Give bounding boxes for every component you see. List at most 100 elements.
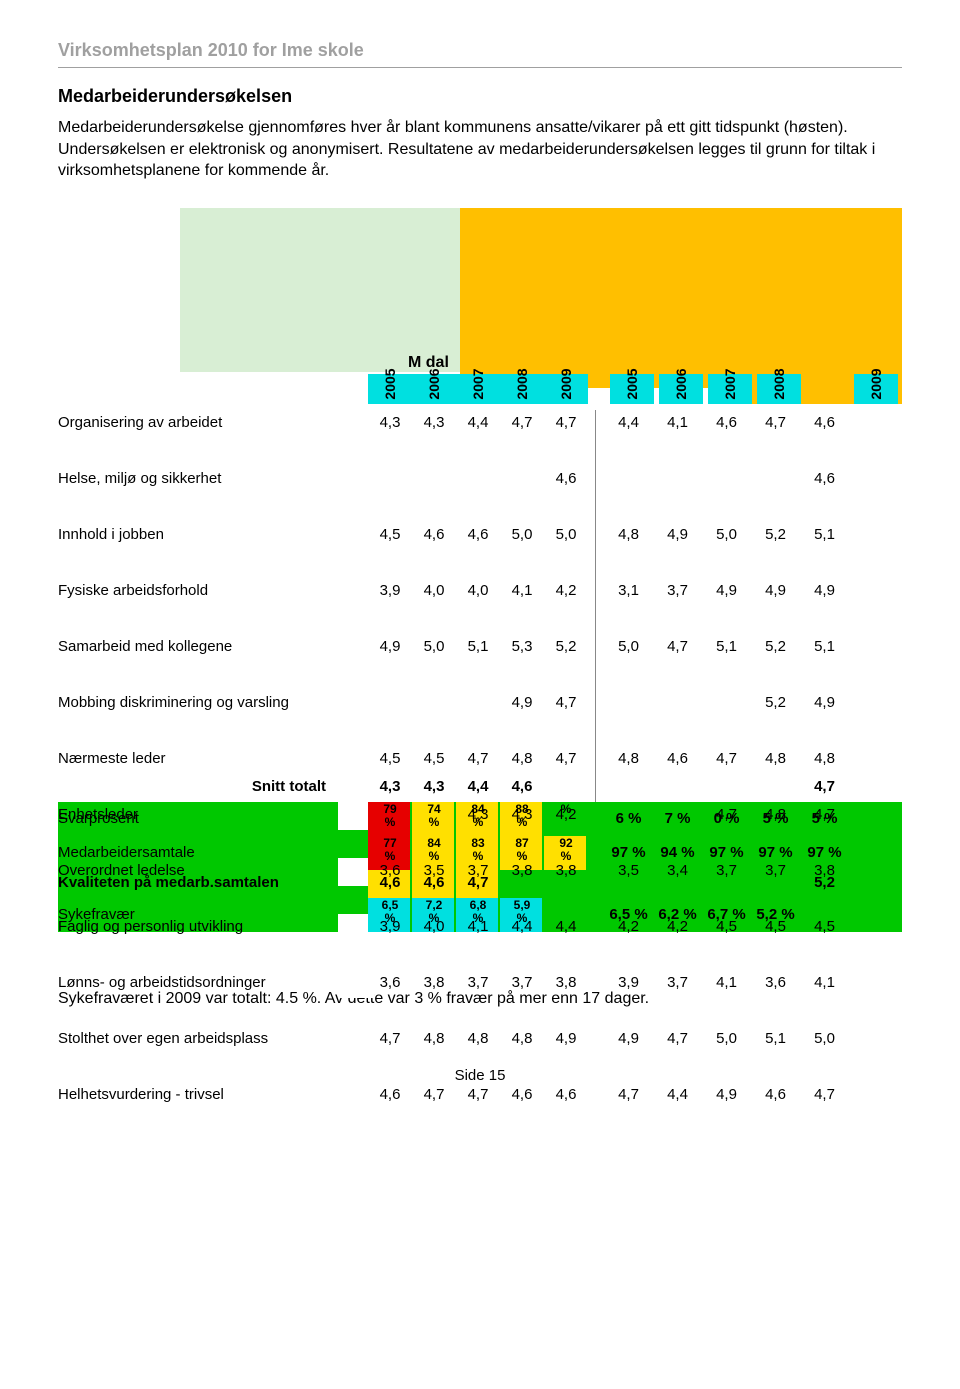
data-cell: 4,1 xyxy=(800,970,849,998)
row-label: Snitt totalt xyxy=(252,778,326,795)
data-cell xyxy=(604,774,653,802)
data-cell: 4,7 xyxy=(368,1026,412,1054)
year-header-label: 2005 xyxy=(624,362,640,406)
data-cell: 6,8% xyxy=(456,898,500,926)
data-cell xyxy=(604,870,653,898)
data-cell xyxy=(604,466,653,494)
data-cell: 4,6 xyxy=(702,410,751,438)
data-cell: 4,4 xyxy=(604,410,653,438)
data-cell: 4,6 xyxy=(653,746,702,774)
data-cell: 7,2% xyxy=(412,898,456,926)
data-cell: 6 % xyxy=(604,802,653,830)
data-cell: 4,6 xyxy=(456,522,500,550)
data-cell: 4,8 xyxy=(751,746,800,774)
data-cell: 4,4 xyxy=(456,410,500,438)
row-label: Lønns- og arbeidstidsordninger xyxy=(58,974,266,991)
data-cell: 5,2 % xyxy=(751,898,800,926)
data-cell: 4,7 xyxy=(544,690,588,718)
year-header-label: 2007 xyxy=(722,362,738,406)
data-cell: 5,1 xyxy=(800,634,849,662)
data-cell: % xyxy=(544,802,588,830)
data-cell xyxy=(500,466,544,494)
data-cell: 5,1 xyxy=(751,1026,800,1054)
row-label: Helse, miljø og sikkerhet xyxy=(58,470,221,487)
row-label: Innhold i jobben xyxy=(58,526,164,543)
data-cell: 4,6 xyxy=(368,870,412,898)
data-cell: 5,1 xyxy=(456,634,500,662)
data-cell xyxy=(412,466,456,494)
data-cell xyxy=(702,466,751,494)
table-row: Samarbeid med kollegene4,95,05,15,35,25,… xyxy=(58,634,902,662)
row-label: Nærmeste leder xyxy=(58,750,166,767)
data-cell xyxy=(368,690,412,718)
data-cell: 5 % xyxy=(800,802,849,830)
data-cell: 4,3 xyxy=(412,410,456,438)
row-label: Medarbeidersamtale xyxy=(58,844,195,861)
table-row: Helse, miljø og sikkerhet4,64,6 xyxy=(58,466,902,494)
data-cell: 87% xyxy=(500,836,544,864)
data-cell: 4,8 xyxy=(500,1026,544,1054)
data-cell: 4,6 xyxy=(368,1082,412,1110)
year-header-label: 2008 xyxy=(514,362,530,406)
data-cell: 4,6 xyxy=(412,522,456,550)
data-cell: 3,7 xyxy=(653,970,702,998)
data-cell xyxy=(702,870,751,898)
data-cell xyxy=(544,870,588,898)
data-cell: 4,8 xyxy=(456,1026,500,1054)
data-cell: 5,0 xyxy=(702,1026,751,1054)
data-cell: 4,7 xyxy=(751,410,800,438)
data-cell xyxy=(751,466,800,494)
data-cell: 4,9 xyxy=(800,690,849,718)
data-cell: 77% xyxy=(368,836,412,864)
data-cell: 5,2 xyxy=(800,870,849,898)
data-cell: 84% xyxy=(456,802,500,830)
data-cell: 4,7 xyxy=(604,1082,653,1110)
row-label: Fysiske arbeidsforhold xyxy=(58,582,208,599)
data-cell: 6,7 % xyxy=(702,898,751,926)
data-cell: 4,8 xyxy=(500,746,544,774)
data-cell xyxy=(368,466,412,494)
snitt-totalt-row: Snitt totalt4,34,34,44,64,7 xyxy=(58,774,902,802)
data-cell: 4,7 xyxy=(412,1082,456,1110)
data-cell: 94 % xyxy=(653,836,702,864)
data-cell: 4,9 xyxy=(544,1026,588,1054)
data-cell: 97 % xyxy=(800,836,849,864)
data-cell: 3,9 xyxy=(368,578,412,606)
year-header-label: 2009 xyxy=(558,362,574,406)
data-cell: 5,1 xyxy=(702,634,751,662)
data-cell: 4,6 xyxy=(800,466,849,494)
data-cell: 88% xyxy=(500,802,544,830)
data-cell: 4,7 xyxy=(500,410,544,438)
data-cell xyxy=(456,690,500,718)
data-cell: 4,9 xyxy=(751,578,800,606)
data-cell: 5,0 xyxy=(500,522,544,550)
data-cell: 5,1 xyxy=(800,522,849,550)
row-label: Helhetsvurdering - trivsel xyxy=(58,1086,224,1103)
data-cell: 4,2 xyxy=(544,578,588,606)
data-cell: 5,2 xyxy=(751,522,800,550)
table-row: Nærmeste leder4,54,54,74,84,74,84,64,74,… xyxy=(58,746,902,774)
data-cell: 4,9 xyxy=(368,634,412,662)
data-cell: 4,5 xyxy=(368,522,412,550)
data-cell: 4,8 xyxy=(412,1026,456,1054)
data-cell: 3,9 xyxy=(604,970,653,998)
table-row: Innhold i jobben4,54,64,65,05,04,84,95,0… xyxy=(58,522,902,550)
year-header-label: 2007 xyxy=(470,362,486,406)
data-cell: 3,1 xyxy=(604,578,653,606)
data-cell: 5 % xyxy=(751,802,800,830)
data-cell xyxy=(751,774,800,802)
data-cell: 5,0 xyxy=(800,1026,849,1054)
data-cell: 3,7 xyxy=(500,970,544,998)
data-cell: 4,1 xyxy=(702,970,751,998)
data-cell: 7 % xyxy=(653,802,702,830)
row-label: Mobbing diskriminering og varsling xyxy=(58,694,289,711)
data-cell: 5,2 xyxy=(544,634,588,662)
data-cell: 3,7 xyxy=(456,970,500,998)
data-cell xyxy=(456,466,500,494)
row-label: Sykefravær xyxy=(58,906,135,923)
data-cell: 4,5 xyxy=(412,746,456,774)
data-cell: 4,3 xyxy=(368,774,412,802)
section-title: Medarbeiderundersøkelsen xyxy=(58,86,902,107)
data-cell: 4,9 xyxy=(702,1082,751,1110)
data-cell: 3,6 xyxy=(368,970,412,998)
